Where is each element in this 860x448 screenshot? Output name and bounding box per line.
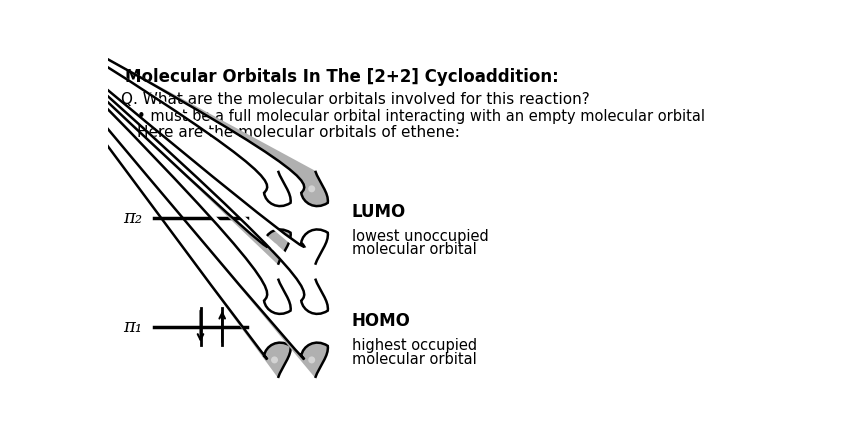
PathPatch shape bbox=[0, 343, 291, 448]
PathPatch shape bbox=[0, 343, 328, 448]
Ellipse shape bbox=[308, 185, 316, 192]
Text: LUMO: LUMO bbox=[352, 202, 406, 220]
Text: Q. What are the molecular orbitals involved for this reaction?: Q. What are the molecular orbitals invol… bbox=[121, 92, 590, 107]
Text: Here are the molecular orbitals of ethene:: Here are the molecular orbitals of ethen… bbox=[137, 125, 460, 140]
Text: molecular orbital: molecular orbital bbox=[352, 242, 476, 258]
PathPatch shape bbox=[0, 229, 291, 448]
PathPatch shape bbox=[0, 279, 291, 448]
Ellipse shape bbox=[271, 357, 278, 363]
Ellipse shape bbox=[271, 243, 278, 250]
Text: Molecular Orbitals In The [2+2] Cycloaddition:: Molecular Orbitals In The [2+2] Cycloadd… bbox=[125, 68, 558, 86]
PathPatch shape bbox=[0, 171, 291, 448]
Text: molecular orbital: molecular orbital bbox=[352, 352, 476, 367]
Text: π₁: π₁ bbox=[123, 318, 142, 336]
PathPatch shape bbox=[0, 171, 328, 448]
Text: π₂: π₂ bbox=[123, 209, 142, 227]
Ellipse shape bbox=[308, 357, 316, 363]
PathPatch shape bbox=[0, 279, 328, 448]
Text: lowest unoccupied: lowest unoccupied bbox=[352, 228, 488, 244]
Text: • must be a full molecular orbital interacting with an empty molecular orbital: • must be a full molecular orbital inter… bbox=[137, 109, 705, 124]
Text: highest occupied: highest occupied bbox=[352, 338, 476, 353]
Text: HOMO: HOMO bbox=[352, 312, 410, 330]
PathPatch shape bbox=[0, 229, 328, 448]
